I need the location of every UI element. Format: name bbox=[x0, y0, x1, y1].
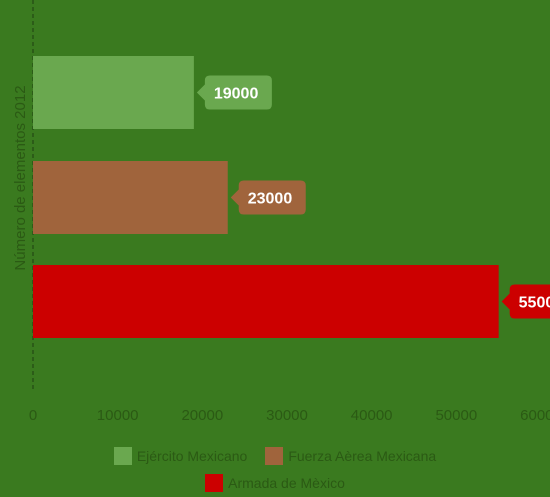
x-tick-label-20000: 20000 bbox=[181, 407, 223, 424]
legend-item-ejercito[interactable]: Ejército Mexicano bbox=[113, 446, 248, 465]
legend-row-1: Ejército Mexicano Fuerza Aèrea Mexicana bbox=[0, 442, 550, 469]
x-tick-label-60000: 60000 bbox=[520, 407, 550, 424]
x-tick-label-50000: 50000 bbox=[435, 407, 477, 424]
x-tick-label-0: 0 bbox=[29, 407, 37, 424]
legend-swatch-armada bbox=[205, 473, 224, 492]
legend-row-2: Armada de Mèxico bbox=[0, 469, 550, 496]
legend-item-armada[interactable]: Armada de Mèxico bbox=[205, 473, 345, 492]
bar-armada-de-mexico bbox=[33, 265, 499, 338]
y-axis-title: Número de elementos 2012 bbox=[12, 85, 29, 270]
x-tick-label-30000: 30000 bbox=[266, 407, 308, 424]
legend-item-fuerza-aerea[interactable]: Fuerza Aèrea Mexicana bbox=[265, 446, 437, 465]
data-label-fuerza-aerea-mexicana: 23000 bbox=[248, 191, 293, 208]
chart-legend: Ejército Mexicano Fuerza Aèrea Mexicana … bbox=[0, 442, 550, 496]
data-label-ejercito-mexicano: 19000 bbox=[214, 86, 259, 103]
data-label-bg-ejercito-mexicano bbox=[196, 75, 272, 110]
x-tick-label-10000: 10000 bbox=[97, 407, 139, 424]
legend-label-ejercito: Ejército Mexicano bbox=[136, 447, 248, 464]
legend-swatch-ejercito bbox=[113, 446, 132, 465]
bar-ejercito-mexicano bbox=[33, 56, 194, 129]
x-tick-label-40000: 40000 bbox=[351, 407, 393, 424]
legend-swatch-fuerza-aerea bbox=[265, 446, 284, 465]
data-label-bg-armada-de-mexico bbox=[501, 284, 550, 319]
data-label-bg-fuerza-aerea-mexicana bbox=[230, 180, 306, 215]
legend-label-armada: Armada de Mèxico bbox=[228, 474, 345, 491]
legend-label-fuerza-aerea: Fuerza Aèrea Mexicana bbox=[288, 447, 437, 464]
bar-fuerza-aerea-mexicana bbox=[33, 161, 228, 234]
